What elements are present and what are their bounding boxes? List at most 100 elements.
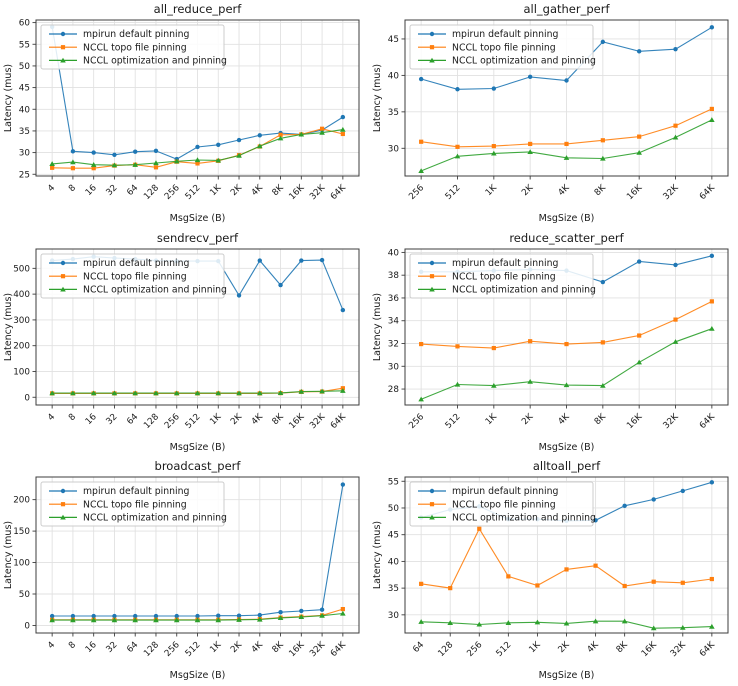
- data-point-marker: [70, 166, 76, 171]
- y-tick-label: 55: [388, 477, 399, 487]
- data-point-marker: [195, 144, 200, 150]
- y-axis-label: Latency (mus): [3, 64, 14, 132]
- data-point-marker: [70, 617, 76, 623]
- data-point-marker: [173, 617, 180, 623]
- data-point-marker: [709, 117, 715, 122]
- data-point-marker: [194, 617, 201, 623]
- chart-title: reduce_scatter_perf: [509, 231, 624, 245]
- data-point-marker: [194, 390, 201, 395]
- data-point-marker: [650, 625, 657, 631]
- y-axis: 0 100 200 300 400 500: [13, 264, 36, 403]
- data-point-marker: [637, 333, 642, 338]
- data-point-marker: [592, 618, 599, 624]
- data-point-marker: [298, 131, 305, 137]
- plot-border: [35, 248, 360, 406]
- chart-cell-all-reduce-perf: 25 30 35 40 45 50 55 60 4 8 16 32 64 128 256 512 1K 2K 4K 8…: [0, 0, 369, 228]
- data-point-marker: [132, 617, 139, 623]
- chart-cell-sendrecv-perf: 0 100 200 300 400 500 4 8 16 32 64 128 256 512 1K 2K 4K 8…: [0, 228, 369, 457]
- y-axis-label: Latency (mus): [3, 521, 14, 589]
- legend-marker-triangle: [60, 514, 66, 520]
- y-axis-label: Latency (mus): [372, 292, 383, 360]
- series-triangle: [418, 117, 715, 173]
- legend-marker-triangle: [60, 286, 66, 292]
- data-point-marker: [593, 563, 598, 568]
- data-point-marker: [153, 390, 159, 395]
- legend-marker-circle: [60, 488, 66, 494]
- data-point-marker: [564, 78, 569, 83]
- legend-marker-square: [429, 273, 435, 278]
- legend: mpirun default pinning NCCL topo file pin…: [409, 481, 596, 527]
- data-point-marker: [491, 86, 497, 91]
- data-point-marker: [340, 610, 346, 616]
- legend-marker-circle: [60, 31, 66, 37]
- data-point-marker: [236, 613, 242, 619]
- data-point-marker: [257, 133, 262, 138]
- series-triangle: [49, 610, 346, 623]
- data-point-marker: [709, 577, 714, 582]
- data-point-marker: [528, 141, 533, 147]
- data-point-marker: [50, 165, 55, 170]
- data-point-marker: [133, 149, 138, 154]
- y-tick-label: 25: [19, 170, 30, 180]
- data-point-marker: [153, 148, 159, 154]
- data-point-marker: [298, 614, 305, 620]
- data-point-marker: [277, 135, 284, 141]
- data-point-marker: [491, 345, 496, 350]
- data-point-marker: [673, 46, 678, 52]
- legend-label: NCCL optimization and pinning: [83, 56, 227, 67]
- data-point-marker: [419, 581, 424, 587]
- legend-label: NCCL topo file pinning: [83, 271, 187, 282]
- x-tick-label: 4: [46, 640, 57, 651]
- data-point-marker: [636, 359, 642, 364]
- plot-border: [404, 248, 729, 406]
- y-tick-label: 60: [19, 19, 31, 29]
- x-tick-label: 8: [67, 640, 78, 651]
- series-triangle: [49, 126, 346, 168]
- y-tick-label: 50: [19, 590, 31, 600]
- data-point-marker: [173, 390, 180, 395]
- y-tick-label: 40: [388, 248, 400, 258]
- x-tick-label: 4: [46, 411, 57, 422]
- data-point-marker: [593, 518, 598, 523]
- data-point-marker: [319, 607, 325, 613]
- y-tick-label: 0: [24, 622, 30, 632]
- x-axis-label: MsgSize (B): [170, 442, 226, 453]
- data-point-marker: [299, 608, 304, 614]
- y-tick-label: 50: [19, 62, 31, 72]
- legend-box: [409, 253, 594, 299]
- data-point-marker: [534, 619, 541, 625]
- legend-box: [40, 481, 225, 527]
- legend-label: NCCL topo file pinning: [452, 500, 556, 511]
- legend-marker-triangle: [429, 286, 435, 292]
- x-tick-label: 4: [46, 183, 57, 194]
- data-point-marker: [319, 388, 325, 394]
- data-point-marker: [564, 141, 569, 147]
- data-point-marker: [636, 258, 642, 264]
- data-point-marker: [257, 257, 262, 263]
- data-point-marker: [195, 614, 200, 619]
- y-tick-label: 0: [24, 393, 30, 403]
- chart-title: all_gather_perf: [523, 2, 610, 16]
- data-point-marker: [418, 619, 424, 625]
- legend-label: NCCL topo file pinning: [452, 42, 556, 53]
- chart-title: all_reduce_perf: [154, 2, 243, 16]
- data-point-marker: [564, 341, 569, 346]
- data-point-marker: [680, 580, 685, 586]
- data-point-marker: [90, 617, 97, 623]
- data-point-marker: [491, 150, 497, 156]
- data-point-marker: [236, 390, 242, 395]
- data-point-marker: [256, 390, 263, 395]
- chart-cell-alltoall-perf: 30 35 40 45 50 55 64 128 256 512 1K 2K 4K 8K 16K 32K 64K…: [369, 457, 738, 686]
- data-point-marker: [563, 620, 570, 626]
- data-point-marker: [454, 381, 461, 387]
- data-point-marker: [447, 620, 454, 626]
- legend-label: NCCL optimization and pinning: [452, 284, 596, 295]
- data-point-marker: [153, 160, 159, 166]
- legend-label: NCCL optimization and pinning: [452, 56, 596, 67]
- data-point-marker: [173, 158, 180, 164]
- data-point-marker: [70, 390, 76, 395]
- x-axis-label: MsgSize (B): [539, 213, 595, 224]
